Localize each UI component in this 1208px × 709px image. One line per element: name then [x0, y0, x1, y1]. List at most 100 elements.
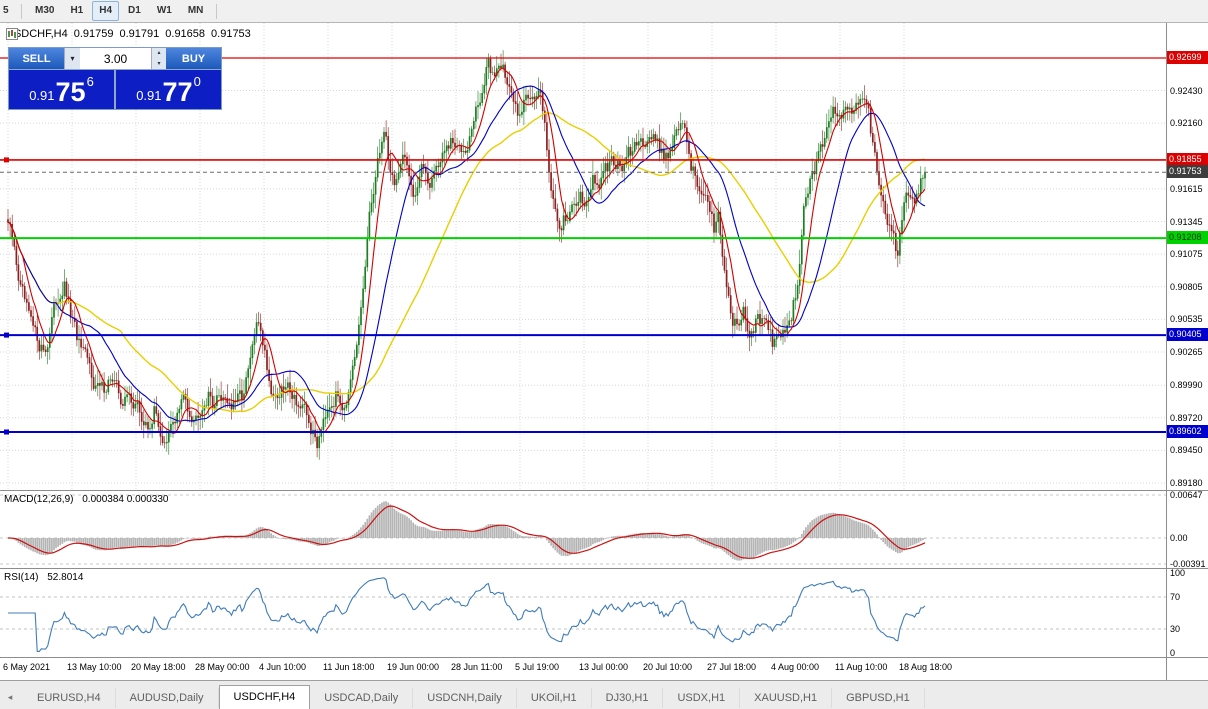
price-axis-label: 0.92430 — [1170, 85, 1203, 96]
price-axis-label: 0.91075 — [1170, 249, 1203, 260]
tab-scroll-left-button[interactable]: ◂ — [7, 691, 13, 702]
time-axis-label: 4 Jun 10:00 — [259, 662, 307, 672]
time-axis-label: 18 Aug 18:00 — [899, 662, 953, 672]
tab-usdcnh-daily[interactable]: USDCNH,Daily — [413, 688, 517, 708]
macd-axis-label: 0.00647 — [1170, 489, 1203, 500]
rsi-axis-label: 100 — [1170, 568, 1186, 578]
tab-audusd-daily[interactable]: AUDUSD,Daily — [116, 688, 219, 708]
macd-header: MACD(12,26,9) 0.000384 0.000330 — [4, 494, 174, 505]
sell-button[interactable]: SELL — [9, 48, 64, 69]
time-axis-label: 13 May 10:00 — [67, 662, 122, 672]
panel-separator[interactable] — [0, 490, 1208, 491]
timeframe-button-h4[interactable]: H4 — [92, 1, 120, 21]
chevron-down-icon: ▾ — [70, 54, 75, 63]
tab-usdx-h1[interactable]: USDX,H1 — [663, 688, 741, 708]
tab-xauusd-h1[interactable]: XAUUSD,H1 — [740, 688, 833, 708]
price-axis-label: 0.91345 — [1170, 216, 1203, 227]
buy-price-prefix: 0.91 — [136, 88, 162, 103]
buy-price-point: 0 — [193, 74, 201, 89]
macd-axis-label: -0.00391 — [1170, 558, 1206, 569]
time-axis-label: 6 May 2021 — [3, 662, 51, 672]
tab-usdcad-daily[interactable]: USDCAD,Daily — [310, 688, 414, 708]
rsi-axis-label: 70 — [1170, 592, 1181, 602]
chart-open-value: 0.91759 — [73, 28, 114, 40]
time-axis-label: 4 Aug 00:00 — [771, 662, 820, 672]
sell-price-point: 6 — [86, 74, 94, 89]
panel-separator[interactable] — [0, 657, 1208, 658]
chart-symbol-label: USDCHF,H4 — [6, 28, 68, 40]
toolbar-separator — [21, 3, 22, 19]
time-axis-label: 5 Jul 19:00 — [515, 662, 560, 672]
time-axis-label: 27 Jul 18:00 — [707, 662, 757, 672]
buy-price-pips: 77 — [162, 77, 193, 107]
chart-icon — [6, 28, 18, 40]
volume-dropdown-button[interactable]: ▾ — [64, 48, 80, 69]
timeframe-button-d1[interactable]: D1 — [128, 5, 141, 16]
current-price-badge: 0.91753 — [1167, 165, 1208, 179]
sell-price-display[interactable]: 0.91 75 6 — [9, 70, 114, 109]
timeframe-button-group: M30 H1 H4 D1 W1 MN — [27, 1, 211, 21]
timeframe-button-h1[interactable]: H1 — [70, 5, 84, 16]
time-axis-label: 20 Jul 10:00 — [643, 662, 693, 672]
volume-input[interactable] — [80, 48, 151, 69]
time-axis[interactable]: 6 May 2021 13 May 10:00 20 May 18:00 28 May… — [0, 658, 1166, 680]
level-price-badge: 0.91855 — [1167, 152, 1208, 166]
time-axis-label: 28 Jun 11:00 — [451, 662, 503, 672]
chart-window: 6 May 2021 13 May 10:00 20 May 18:00 28 May… — [0, 22, 1208, 681]
timeframe-button-mn[interactable]: MN — [187, 5, 204, 16]
chart-high-value: 0.91791 — [119, 28, 160, 40]
tab-eurusd-h4[interactable]: EURUSD,H4 — [23, 688, 116, 708]
price-scale[interactable]: 0.92430 0.92160 0.91615 0.91345 0.91075 0.908… — [1166, 23, 1208, 681]
macd-name: MACD(12,26,9) — [4, 494, 74, 505]
time-axis-label: 28 May 00:00 — [195, 662, 250, 672]
timeframe-button-w1[interactable]: W1 — [156, 5, 172, 16]
chart-tabs-bar: ◂ EURUSD,H4 AUDUSD,Daily USDCHF,H4 USDCAD,D… — [0, 680, 1208, 709]
price-axis-label: 0.89990 — [1170, 380, 1203, 391]
chart-close-value: 0.91753 — [211, 28, 251, 40]
chart-low-value: 0.91658 — [165, 28, 206, 40]
price-axis-label: 0.90805 — [1170, 281, 1203, 292]
price-axis-label: 0.91615 — [1170, 183, 1203, 194]
sell-price-pips: 75 — [55, 77, 86, 107]
rsi-name: RSI(14) — [4, 572, 39, 583]
macd-axis-label: 0.00 — [1170, 532, 1188, 543]
panel-separator[interactable] — [0, 568, 1208, 569]
price-axis-label: 0.89180 — [1170, 477, 1203, 488]
tab-usdchf-h4[interactable]: USDCHF,H4 — [218, 685, 311, 709]
chart-title: USDCHF,H4 0.91759 0.91791 0.91658 0.9175… — [6, 28, 252, 40]
rsi-panel[interactable] — [0, 569, 1166, 657]
volume-stepper: ▴ ▾ — [151, 48, 166, 69]
tab-gbpusd-h1[interactable]: GBPUSD,H1 — [832, 688, 925, 708]
timeframe-toolbar: 5 M30 H1 H4 D1 W1 MN — [0, 0, 1208, 23]
level-price-badge: 0.92699 — [1167, 51, 1208, 65]
chart-canvas[interactable]: 6 May 2021 13 May 10:00 20 May 18:00 28 May… — [0, 23, 1166, 681]
one-click-trading-panel: SELL ▾ ▴ ▾ BUY 0.91 75 6 0.91 — [8, 47, 222, 110]
rsi-axis-label: 30 — [1170, 624, 1181, 634]
time-axis-label: 19 Jun 00:00 — [387, 662, 440, 672]
time-axis-label: 13 Jul 00:00 — [579, 662, 629, 672]
price-axis-label: 0.89450 — [1170, 445, 1203, 456]
level-price-badge: 0.89602 — [1167, 425, 1208, 439]
time-axis-label: 11 Jun 18:00 — [323, 662, 375, 672]
buy-price-display[interactable]: 0.91 77 0 — [116, 70, 221, 109]
rsi-value: 52.8014 — [47, 572, 84, 583]
tab-ukoil-h1[interactable]: UKOil,H1 — [517, 688, 592, 708]
timeframe-button-partial[interactable]: 5 — [3, 5, 9, 16]
price-chart[interactable] — [0, 23, 1166, 490]
sell-price-prefix: 0.91 — [29, 88, 55, 103]
price-axis-label: 0.90265 — [1170, 346, 1203, 357]
chart-tabs: EURUSD,H4 AUDUSD,Daily USDCHF,H4 USDCAD,Dai… — [19, 681, 925, 709]
macd-values: 0.000384 0.000330 — [82, 494, 169, 505]
buy-button[interactable]: BUY — [166, 48, 221, 69]
level-price-badge: 0.90405 — [1167, 328, 1208, 342]
price-axis-label: 0.89720 — [1170, 412, 1203, 423]
volume-decrease-button[interactable]: ▾ — [157, 60, 161, 67]
rsi-header: RSI(14) 52.8014 — [4, 572, 89, 583]
time-axis-label: 11 Aug 10:00 — [835, 662, 888, 672]
time-axis-label: 20 May 18:00 — [131, 662, 186, 672]
volume-increase-button[interactable]: ▴ — [157, 50, 161, 56]
timeframe-button-m30[interactable]: M30 — [35, 5, 55, 16]
macd-panel[interactable] — [0, 491, 1166, 568]
tab-dj30-h1[interactable]: DJ30,H1 — [592, 688, 664, 708]
price-axis-label: 0.92160 — [1170, 118, 1203, 129]
